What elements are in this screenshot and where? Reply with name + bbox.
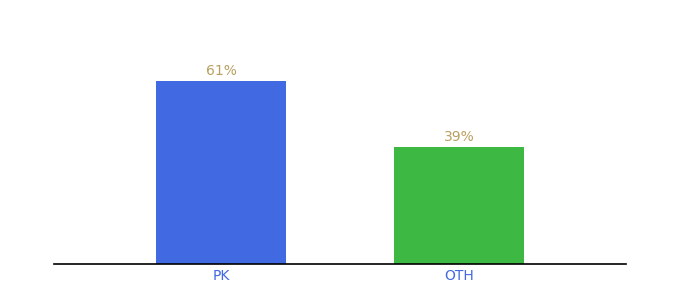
Bar bbox=[394, 147, 524, 264]
Text: 39%: 39% bbox=[443, 130, 475, 144]
Bar bbox=[156, 81, 286, 264]
Text: 61%: 61% bbox=[205, 64, 237, 78]
